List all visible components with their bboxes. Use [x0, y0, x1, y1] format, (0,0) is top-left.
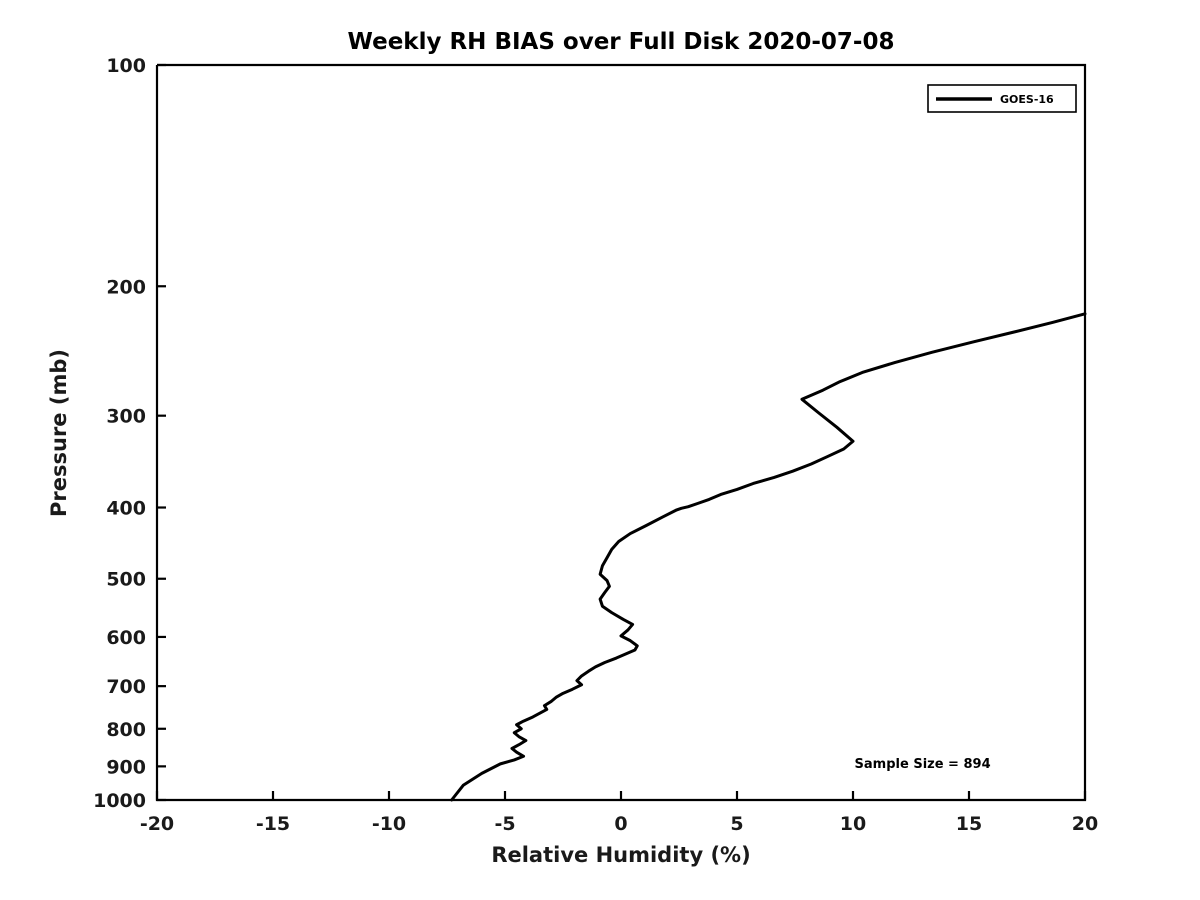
x-tick-label-15: 15 [956, 813, 982, 835]
series-line-goes-16 [450, 312, 1087, 802]
y-tick-label-1000: 1000 [93, 790, 146, 812]
y-tick-label-900: 900 [106, 756, 146, 778]
y-tick-label-100: 100 [106, 55, 146, 77]
x-tick-label-0: 0 [614, 813, 627, 835]
plot-background [157, 65, 1085, 800]
y-tick-label-800: 800 [106, 719, 146, 741]
x-tick-label--10: -10 [372, 813, 406, 835]
x-axis-ticks: -20 -15 -10 -5 0 5 10 15 20 [140, 791, 1098, 835]
chart-legend[interactable]: GOES-16 [927, 84, 1077, 113]
legend-label-goes16: GOES-16 [1000, 93, 1054, 106]
x-tick-label-10: 10 [840, 813, 866, 835]
chart-annotations: Sample Size = 894 [855, 757, 991, 772]
annotation-sample-size: Sample Size = 894 [855, 757, 991, 772]
y-tick-label-500: 500 [106, 569, 146, 591]
y-tick-label-200: 200 [106, 276, 146, 298]
y-tick-label-300: 300 [106, 406, 146, 428]
x-tick-label-5: 5 [730, 813, 743, 835]
x-tick-label--5: -5 [494, 813, 515, 835]
y-tick-label-400: 400 [106, 498, 146, 520]
y-tick-label-700: 700 [106, 676, 146, 698]
x-tick-label--20: -20 [140, 813, 174, 835]
x-tick-label-20: 20 [1072, 813, 1098, 835]
y-axis-ticks: 100 200 300 400 500 600 700 800 900 1000 [93, 55, 166, 812]
x-tick-label--15: -15 [256, 813, 290, 835]
data-series-group [450, 312, 1087, 802]
chart-title: Weekly RH BIAS over Full Disk 2020-07-08 [348, 29, 895, 55]
x-axis-label: Relative Humidity (%) [491, 843, 750, 867]
y-tick-label-600: 600 [106, 627, 146, 649]
y-axis-label: Pressure (mb) [47, 349, 71, 517]
